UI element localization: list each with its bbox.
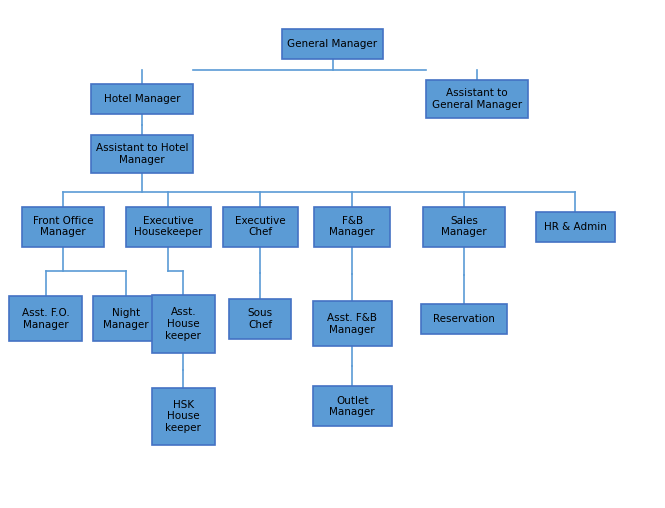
Text: Reservation: Reservation (433, 314, 495, 324)
Text: Asst.
House
keeper: Asst. House keeper (166, 307, 201, 340)
FancyBboxPatch shape (223, 207, 298, 246)
Text: Asst. F.O.
Manager: Asst. F.O. Manager (22, 308, 69, 330)
FancyBboxPatch shape (315, 207, 390, 246)
Text: Outlet
Manager: Outlet Manager (329, 396, 375, 417)
Text: Asst. F&B
Manager: Asst. F&B Manager (327, 313, 377, 335)
FancyBboxPatch shape (229, 299, 291, 339)
Text: HSK
House
keeper: HSK House keeper (166, 400, 201, 433)
Text: HR & Admin: HR & Admin (544, 221, 607, 232)
Text: Night
Manager: Night Manager (103, 308, 148, 330)
FancyBboxPatch shape (421, 304, 507, 334)
Text: Front Office
Manager: Front Office Manager (33, 216, 94, 237)
Text: General Manager: General Manager (287, 39, 378, 49)
Text: Assistant to
General Manager: Assistant to General Manager (432, 88, 522, 110)
FancyBboxPatch shape (152, 295, 215, 353)
FancyBboxPatch shape (426, 80, 528, 118)
Text: Sales
Manager: Sales Manager (441, 216, 487, 237)
Text: F&B
Manager: F&B Manager (329, 216, 375, 237)
FancyBboxPatch shape (313, 301, 392, 346)
FancyBboxPatch shape (281, 29, 384, 59)
Text: Sous
Chef: Sous Chef (247, 308, 273, 330)
Text: Executive
Chef: Executive Chef (235, 216, 285, 237)
FancyBboxPatch shape (22, 207, 104, 246)
FancyBboxPatch shape (536, 211, 615, 241)
FancyBboxPatch shape (93, 297, 158, 341)
Text: Executive
Housekeeper: Executive Housekeeper (134, 216, 203, 237)
FancyBboxPatch shape (423, 207, 505, 246)
Text: Assistant to Hotel
Manager: Assistant to Hotel Manager (96, 143, 188, 165)
FancyBboxPatch shape (126, 207, 211, 246)
FancyBboxPatch shape (9, 297, 82, 341)
FancyBboxPatch shape (313, 387, 392, 426)
FancyBboxPatch shape (91, 135, 193, 173)
Text: Hotel Manager: Hotel Manager (104, 94, 180, 104)
FancyBboxPatch shape (91, 84, 193, 114)
FancyBboxPatch shape (152, 388, 215, 445)
